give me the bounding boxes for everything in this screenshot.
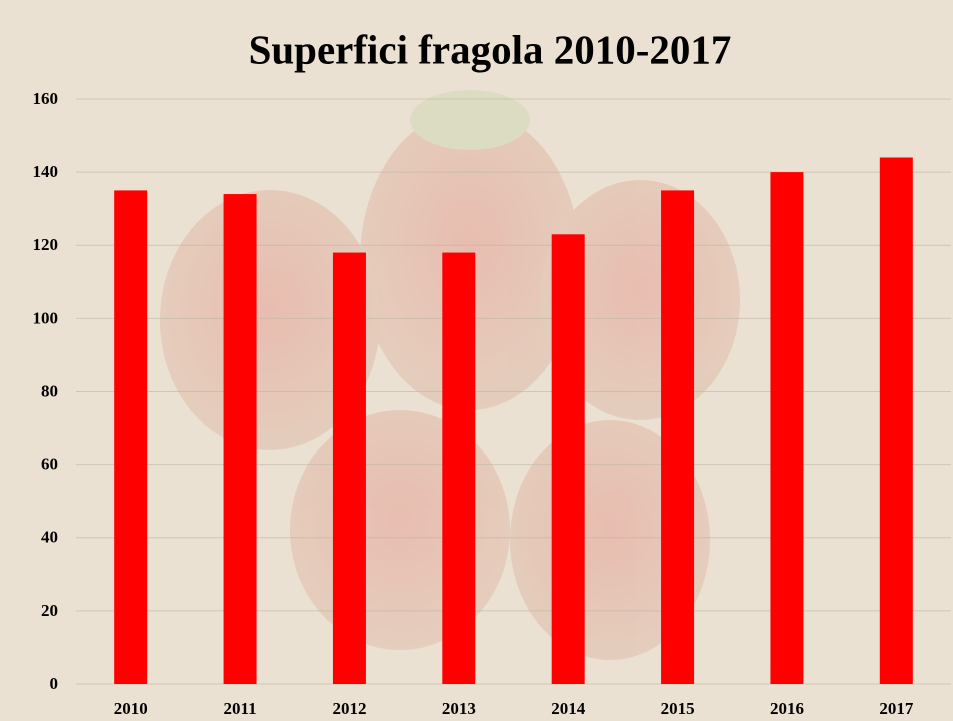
x-tick-label: 2015: [661, 699, 695, 718]
y-tick-label: 100: [33, 308, 59, 327]
bar: [114, 190, 147, 684]
x-tick-label: 2011: [224, 699, 257, 718]
x-tick-label: 2014: [551, 699, 586, 718]
bar: [770, 172, 803, 684]
x-tick-label: 2012: [332, 699, 366, 718]
y-tick-label: 140: [33, 162, 59, 181]
y-tick-label: 80: [41, 381, 58, 400]
x-tick-label: 2017: [879, 699, 914, 718]
bar: [552, 234, 585, 684]
bar: [224, 194, 257, 684]
chart: Superfici fragola 2010-2017 0 20 40 60 80 100…: [0, 0, 953, 721]
x-tick-label: 2010: [114, 699, 148, 718]
y-tick-label: 160: [33, 89, 59, 108]
y-tick-label: 120: [33, 235, 59, 254]
x-tick-label: 2013: [442, 699, 476, 718]
y-tick-label: 60: [41, 455, 58, 474]
bar: [880, 158, 913, 685]
bar: [442, 253, 475, 684]
y-tick-label: 20: [41, 601, 58, 620]
x-tick-label: 2016: [770, 699, 804, 718]
bar: [661, 190, 694, 684]
y-tick-label: 0: [50, 674, 59, 693]
bar: [333, 253, 366, 684]
y-tick-label: 40: [41, 528, 58, 547]
chart-title: Superfici fragola 2010-2017: [249, 26, 732, 72]
